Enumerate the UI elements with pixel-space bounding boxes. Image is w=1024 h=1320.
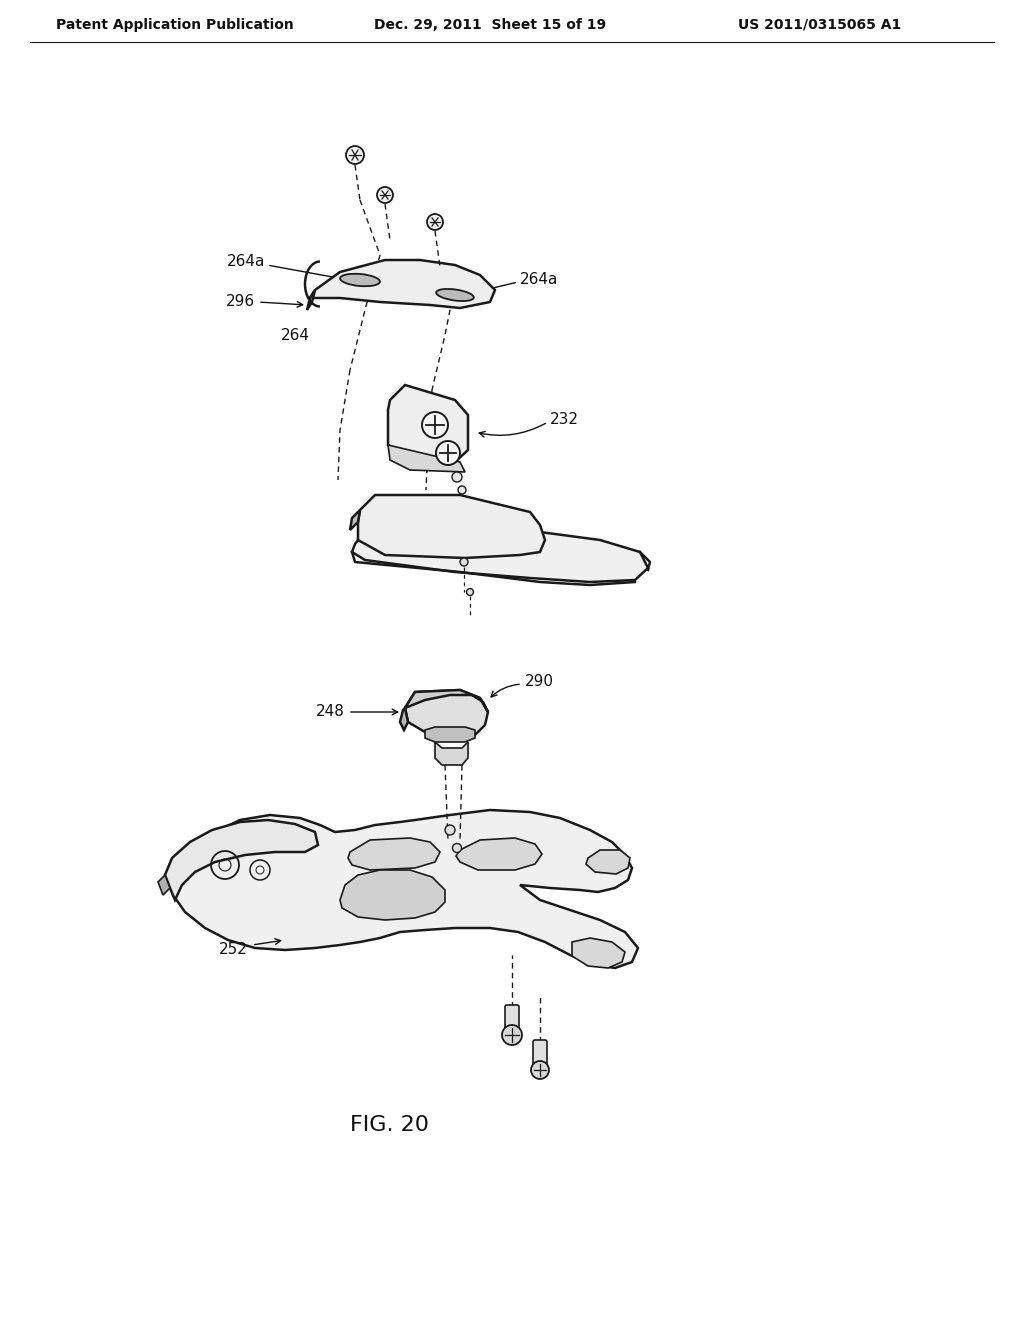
- Polygon shape: [456, 838, 542, 870]
- Polygon shape: [388, 385, 468, 465]
- Text: US 2011/0315065 A1: US 2011/0315065 A1: [738, 18, 901, 32]
- Circle shape: [467, 589, 473, 595]
- Polygon shape: [400, 708, 408, 730]
- Polygon shape: [350, 510, 360, 531]
- Polygon shape: [310, 260, 495, 308]
- Circle shape: [422, 412, 449, 438]
- Text: FIG. 20: FIG. 20: [350, 1115, 429, 1135]
- Text: 252: 252: [219, 942, 248, 957]
- Polygon shape: [388, 445, 465, 473]
- Polygon shape: [435, 742, 468, 766]
- Polygon shape: [340, 870, 445, 920]
- Text: 264a: 264a: [520, 272, 558, 288]
- Ellipse shape: [436, 289, 474, 301]
- Circle shape: [453, 843, 462, 853]
- Text: 264a: 264a: [226, 255, 265, 269]
- Polygon shape: [572, 939, 625, 968]
- Circle shape: [436, 441, 460, 465]
- Polygon shape: [406, 690, 488, 738]
- Circle shape: [427, 214, 443, 230]
- Polygon shape: [172, 810, 638, 968]
- Polygon shape: [158, 875, 170, 895]
- Ellipse shape: [340, 273, 380, 286]
- Polygon shape: [165, 820, 318, 900]
- Text: 296: 296: [226, 294, 255, 309]
- Circle shape: [346, 147, 364, 164]
- Circle shape: [458, 486, 466, 494]
- Text: 264: 264: [281, 327, 310, 342]
- Polygon shape: [406, 690, 488, 711]
- Circle shape: [531, 1061, 549, 1078]
- Polygon shape: [425, 727, 475, 742]
- FancyBboxPatch shape: [534, 1040, 547, 1071]
- Circle shape: [460, 558, 468, 566]
- Text: Dec. 29, 2011  Sheet 15 of 19: Dec. 29, 2011 Sheet 15 of 19: [374, 18, 606, 32]
- Text: 248: 248: [316, 705, 345, 719]
- FancyBboxPatch shape: [505, 1005, 519, 1035]
- Polygon shape: [358, 495, 545, 558]
- Circle shape: [445, 825, 455, 836]
- Polygon shape: [352, 521, 648, 582]
- Circle shape: [377, 187, 393, 203]
- Polygon shape: [348, 838, 440, 870]
- Circle shape: [502, 1026, 522, 1045]
- Text: 290: 290: [525, 675, 554, 689]
- Circle shape: [452, 473, 462, 482]
- Polygon shape: [307, 290, 315, 310]
- Polygon shape: [586, 850, 630, 874]
- Text: 232: 232: [550, 412, 579, 428]
- Text: Patent Application Publication: Patent Application Publication: [56, 18, 294, 32]
